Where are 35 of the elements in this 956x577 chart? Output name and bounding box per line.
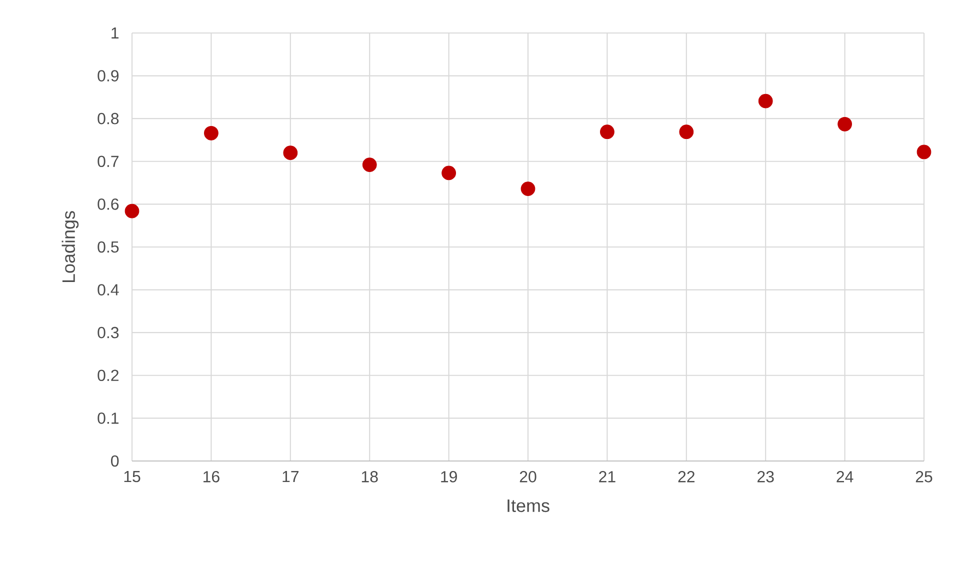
point xyxy=(362,158,377,172)
x-tick-label: 17 xyxy=(282,471,298,482)
x-tick-label: 16 xyxy=(204,471,220,482)
point xyxy=(520,182,536,196)
y-tick-label: 0.9 xyxy=(98,70,119,82)
y-tick-label: 1 xyxy=(112,27,119,38)
point xyxy=(442,166,456,180)
x-tick-label: 23 xyxy=(758,471,774,482)
y-tick-label: 0.5 xyxy=(98,241,119,253)
point xyxy=(838,116,852,132)
point xyxy=(124,204,140,218)
y-tick-label: 0.8 xyxy=(98,112,119,124)
x-tick-label: 22 xyxy=(678,471,694,482)
y-tick-label: 0 xyxy=(111,455,119,467)
y-tick-label: 0.7 xyxy=(98,156,118,168)
y-tick-label: 0.2 xyxy=(98,370,118,382)
point xyxy=(283,146,298,160)
x-tick-label: 24 xyxy=(836,471,854,482)
point xyxy=(916,144,932,160)
y-tick-label: 0.4 xyxy=(98,284,119,296)
x-axis-title: Items xyxy=(508,500,550,512)
point xyxy=(204,126,218,140)
y-tick-label: 0.3 xyxy=(98,326,119,338)
x-tick-label: 25 xyxy=(916,471,932,482)
x-tick-label: 20 xyxy=(520,471,536,482)
x-tick-label: 15 xyxy=(124,471,140,482)
x-tick-label: 18 xyxy=(362,471,378,482)
point xyxy=(679,124,694,140)
point xyxy=(758,94,773,108)
y-axis-title: Loadings xyxy=(62,211,79,282)
x-tick-label: 19 xyxy=(441,471,457,482)
y-tick-label: 0.6 xyxy=(98,198,119,210)
x-tick-label: 21 xyxy=(599,471,616,482)
point xyxy=(600,124,614,140)
y-tick-label: 0.1 xyxy=(98,412,119,424)
